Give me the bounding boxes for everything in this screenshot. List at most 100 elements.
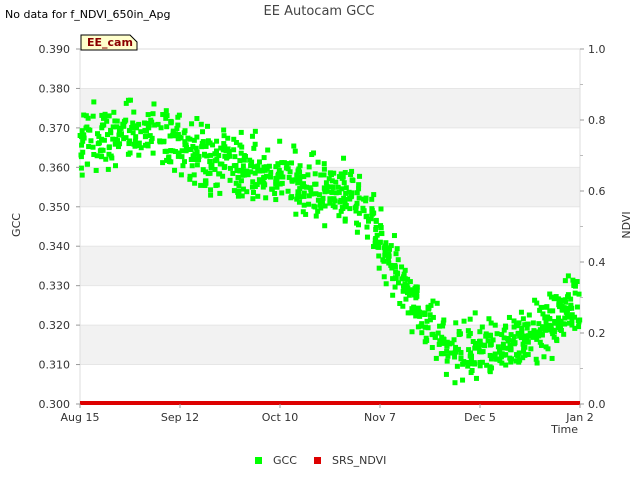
gcc-point	[511, 324, 517, 330]
gcc-point	[554, 338, 560, 344]
gcc-point	[219, 161, 225, 167]
gcc-point	[519, 325, 525, 331]
gcc-point	[104, 132, 110, 138]
gcc-point	[506, 314, 512, 320]
gcc-point	[208, 165, 214, 171]
gcc-point	[90, 144, 96, 150]
gcc-point	[221, 164, 227, 170]
gcc-point	[453, 349, 459, 355]
gcc-point	[281, 160, 287, 166]
gcc-point	[252, 184, 258, 190]
gcc-point	[537, 339, 543, 345]
gcc-point	[364, 234, 370, 240]
gcc-point	[179, 148, 185, 154]
gcc-point	[234, 167, 240, 173]
gcc-point	[267, 174, 273, 180]
gcc-point	[551, 296, 557, 302]
gcc-point	[522, 344, 528, 350]
gcc-point	[456, 329, 462, 335]
gcc-point	[472, 310, 478, 316]
gcc-point	[212, 151, 218, 157]
gcc-point	[356, 210, 362, 216]
gcc-point	[235, 175, 241, 181]
gcc-point	[497, 349, 503, 355]
gcc-point	[322, 223, 328, 229]
gcc-point	[320, 195, 326, 201]
gcc-point	[360, 205, 366, 211]
gcc-point	[294, 172, 300, 178]
gcc-point	[315, 208, 321, 214]
gcc-point	[147, 133, 153, 139]
gcc-point	[545, 327, 551, 333]
gcc-point	[403, 287, 409, 293]
gcc-point	[110, 136, 116, 142]
gcc-point	[138, 129, 144, 135]
gcc-point	[422, 339, 428, 345]
gcc-point	[178, 135, 184, 141]
gcc-point	[353, 208, 359, 214]
gcc-point	[313, 191, 319, 197]
gcc-point	[525, 352, 531, 358]
gcc-point	[452, 354, 458, 360]
gcc-point	[170, 148, 176, 154]
gcc-point	[494, 356, 500, 362]
gcc-point	[365, 218, 371, 224]
gcc-point	[279, 190, 285, 196]
gcc-point	[108, 130, 114, 136]
gcc-point	[242, 153, 248, 159]
gcc-point	[577, 317, 583, 323]
gcc-point	[518, 309, 524, 315]
gcc-point	[235, 189, 241, 195]
gcc-point	[333, 190, 339, 196]
gcc-point	[383, 243, 389, 249]
gcc-point	[129, 124, 135, 130]
gcc-point	[479, 324, 485, 330]
gcc-point	[438, 351, 444, 357]
chart-title: EE Autocam GCC	[264, 4, 375, 19]
gcc-point	[473, 375, 479, 381]
gcc-point	[85, 127, 91, 133]
gcc-point	[574, 279, 580, 285]
gcc-point	[566, 305, 572, 311]
gcc-point	[187, 176, 193, 182]
gcc-point	[101, 122, 107, 128]
gcc-point	[412, 307, 418, 313]
gcc-point	[382, 252, 388, 258]
gcc-point	[322, 189, 328, 195]
legend: GCC SRS_NDVI	[255, 454, 386, 467]
gcc-point	[415, 324, 421, 330]
gcc-point	[131, 109, 137, 115]
gcc-point	[226, 149, 232, 155]
gcc-point	[323, 180, 329, 186]
gcc-point	[94, 153, 100, 159]
gcc-point	[467, 330, 473, 336]
gcc-point	[543, 304, 549, 310]
gcc-point	[414, 288, 420, 294]
gcc-point	[328, 184, 334, 190]
y2-tick-label: 0.6	[588, 185, 606, 198]
gcc-point	[258, 179, 264, 185]
gcc-point	[337, 174, 343, 180]
gcc-point	[179, 154, 185, 160]
gcc-point	[386, 253, 392, 259]
gcc-point	[99, 125, 105, 131]
gcc-point	[252, 128, 258, 134]
gcc-point	[548, 323, 554, 329]
gcc-point	[467, 316, 473, 322]
gcc-point	[558, 328, 564, 334]
gcc-point	[261, 155, 267, 161]
gcc-point	[413, 295, 419, 301]
gcc-point	[484, 362, 490, 368]
gcc-point	[293, 211, 299, 217]
gcc-point	[297, 186, 303, 192]
gcc-point	[295, 180, 301, 186]
gcc-point	[348, 171, 354, 177]
gcc-point	[453, 344, 459, 350]
gcc-point	[340, 174, 346, 180]
gcc-point	[233, 162, 239, 168]
gcc-point	[301, 193, 307, 199]
gcc-point	[160, 112, 166, 118]
gcc-point	[421, 310, 427, 316]
gcc-point	[330, 203, 336, 209]
gcc-point	[530, 320, 536, 326]
